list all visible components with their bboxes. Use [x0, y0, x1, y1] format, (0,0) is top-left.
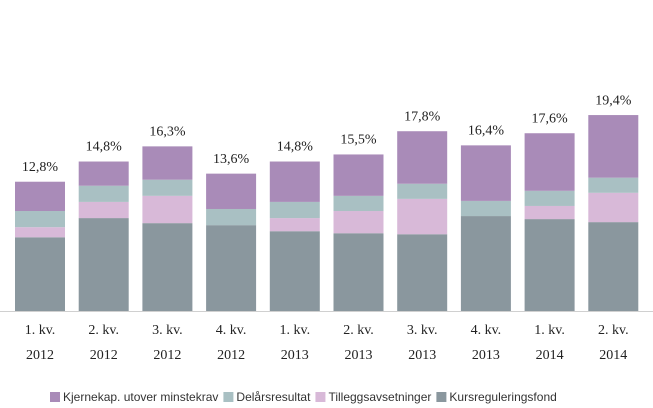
bar-segment: [333, 211, 384, 234]
bar-segment: [78, 185, 129, 202]
bar-segment: [269, 201, 320, 219]
x-tick-label: 2012: [217, 348, 245, 363]
x-tick-label: 1. kv.: [25, 323, 56, 338]
total-label: 13,6%: [213, 152, 250, 167]
total-label: 17,8%: [404, 109, 441, 124]
legend-swatch: [50, 392, 60, 402]
x-tick-label: 3. kv.: [152, 323, 183, 338]
bar-segment: [588, 177, 639, 193]
bar-segment: [397, 198, 448, 235]
total-label: 16,3%: [149, 125, 186, 140]
bar-segment: [15, 237, 65, 311]
x-tick-label: 2. kv.: [343, 323, 374, 338]
x-tick-label: 1. kv.: [534, 323, 565, 338]
legend-label: Delårsresultat: [236, 390, 311, 404]
x-tick-label: 3. kv.: [407, 323, 438, 338]
bar-segment: [588, 115, 639, 178]
bar-segment: [78, 201, 129, 219]
x-tick-label: 2012: [26, 348, 54, 363]
total-label: 19,4%: [595, 93, 632, 108]
x-tick-label: 2014: [536, 348, 564, 363]
x-tick-label: 2. kv.: [598, 323, 629, 338]
x-tick-label: 2013: [472, 348, 500, 363]
x-tick-label: 2012: [153, 348, 181, 363]
bar-segment: [78, 218, 129, 311]
bar-segment: [397, 234, 448, 311]
bar-segment: [142, 223, 193, 311]
legend-swatch: [223, 392, 234, 402]
bar-segment: [206, 208, 257, 226]
total-label: 16,4%: [468, 124, 505, 139]
bar-segment: [333, 195, 384, 212]
x-tick-label: 1. kv.: [280, 323, 311, 338]
bar-segment: [397, 131, 448, 184]
bar-segment: [524, 219, 575, 311]
bar-segment: [206, 173, 257, 209]
bar-segment: [15, 211, 65, 228]
bar-segment: [15, 227, 65, 238]
legend-label: Kjernekap. utover minstekrav: [63, 390, 218, 404]
bar-segment: [460, 200, 511, 217]
x-tick-label: 2013: [345, 348, 373, 363]
x-tick-label: 2013: [408, 348, 436, 363]
bar-segment: [460, 216, 511, 311]
bar-segment: [524, 190, 575, 206]
total-label: 15,5%: [340, 133, 377, 148]
total-label: 14,8%: [277, 140, 314, 155]
bar-segment: [460, 145, 511, 201]
legend-swatch: [315, 392, 326, 402]
legend-label: Tilleggsavsetninger: [328, 390, 431, 404]
bar-segment: [588, 222, 639, 311]
bar-segment: [588, 192, 639, 223]
total-label: 14,8%: [86, 140, 123, 155]
bar-segment: [206, 225, 257, 311]
total-label: 17,6%: [532, 111, 569, 126]
bar-segment: [269, 161, 320, 202]
bar-segment: [269, 218, 320, 232]
bar-segment: [142, 146, 193, 180]
total-label: 12,8%: [22, 160, 59, 175]
bar-segment: [524, 133, 575, 191]
x-tick-label: 2013: [281, 348, 309, 363]
bar-segment: [397, 183, 448, 199]
x-tick-label: 2014: [599, 348, 627, 363]
legend-label: Kursreguleringsfond: [449, 390, 556, 404]
x-tick-label: 4. kv.: [471, 323, 502, 338]
bar-segment: [269, 231, 320, 311]
x-tick-label: 2012: [90, 348, 118, 363]
bar-segment: [78, 161, 129, 186]
bar-segment: [333, 233, 384, 311]
bar-segment: [142, 195, 193, 224]
legend-swatch: [436, 392, 447, 402]
x-tick-label: 4. kv.: [216, 323, 247, 338]
bar-segment: [333, 154, 384, 196]
x-tick-label: 2. kv.: [88, 323, 119, 338]
bar-segment: [15, 181, 65, 212]
bar-segment: [524, 205, 575, 220]
bar-segment: [142, 179, 193, 196]
